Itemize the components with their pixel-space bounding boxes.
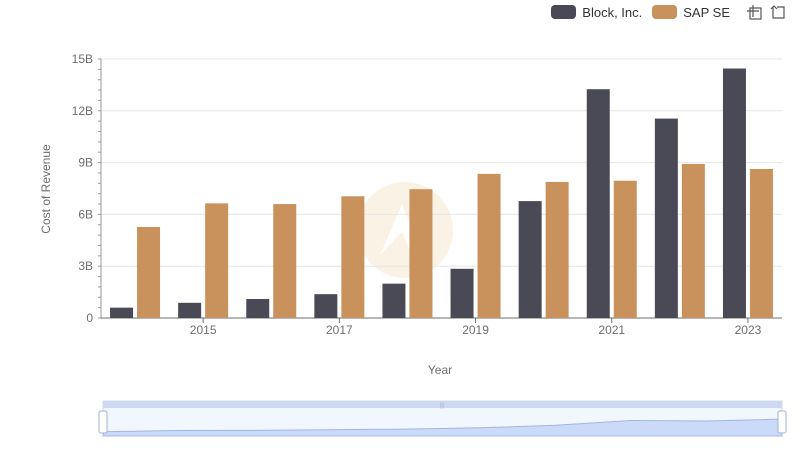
bar-block-2022[interactable]: [654, 118, 678, 318]
bar-block-2017[interactable]: [314, 294, 338, 318]
bar-sap-2014[interactable]: [137, 227, 161, 318]
bar-block-2016[interactable]: [246, 299, 270, 318]
bar-block-2021[interactable]: [586, 89, 610, 318]
bar-sap-2023[interactable]: [749, 168, 773, 318]
x-axis: 2015 2017 2019 2021 2023: [101, 317, 782, 337]
zoom-grip-icon: |||: [440, 403, 445, 409]
x-tick-label: 2017: [326, 323, 353, 337]
bar-sap-2021[interactable]: [613, 180, 637, 318]
y-tick-label: 3B: [78, 259, 93, 273]
bar-sap-2020[interactable]: [545, 181, 569, 318]
x-tick-label: 2023: [735, 323, 762, 337]
y-axis-title: Cost of Revenue: [39, 144, 53, 234]
watermark-logo: [357, 182, 453, 278]
bar-sap-2019[interactable]: [477, 173, 501, 318]
y-tick-label: 9B: [78, 156, 93, 170]
gridlines: [101, 58, 782, 319]
bar-block-2019[interactable]: [450, 268, 474, 318]
legend-swatch-sap: [652, 5, 678, 19]
zoom-selected-range[interactable]: [103, 401, 782, 436]
bar-sap-2015[interactable]: [205, 203, 229, 318]
bars[interactable]: [110, 68, 773, 318]
restore-icon[interactable]: [770, 4, 786, 20]
zoom-handle-left[interactable]: [98, 410, 108, 434]
zoom-handle-right[interactable]: [777, 410, 787, 434]
bar-sap-2017[interactable]: [341, 196, 365, 318]
zoom-handle-bar[interactable]: [103, 401, 782, 408]
bar-block-2015[interactable]: [178, 302, 202, 318]
x-tick-label: 2021: [598, 323, 625, 337]
x-tick-label: 2015: [190, 323, 217, 337]
zoom-icon[interactable]: [746, 4, 762, 20]
x-axis-title: Year: [428, 363, 452, 377]
toolbox: [746, 4, 786, 20]
legend-swatch-block: [551, 5, 577, 19]
y-tick-label: 6B: [78, 207, 93, 221]
bar-block-2014[interactable]: [110, 307, 134, 318]
legend-item-block[interactable]: Block, Inc.: [551, 5, 642, 20]
bar-sap-2022[interactable]: [681, 163, 705, 318]
bar-sap-2016[interactable]: [273, 204, 297, 318]
bar-block-2020[interactable]: [518, 201, 542, 318]
legend: Block, Inc. SAP SE: [551, 4, 786, 20]
y-tick-label: 15B: [72, 52, 93, 66]
bar-block-2018[interactable]: [382, 283, 406, 318]
x-tick-label: 2019: [462, 323, 489, 337]
y-tick-label: 0: [86, 311, 93, 325]
y-tick-label: 12B: [72, 104, 93, 118]
legend-label-sap: SAP SE: [683, 4, 730, 20]
data-zoom-slider[interactable]: |||: [98, 400, 787, 437]
y-axis: 0 3B 6B 9B 12B 15B: [72, 52, 102, 325]
bar-block-2023[interactable]: [722, 68, 746, 318]
bar-sap-2018[interactable]: [409, 189, 433, 318]
legend-item-sap[interactable]: SAP SE: [652, 5, 730, 20]
legend-label-block: Block, Inc.: [582, 4, 643, 20]
